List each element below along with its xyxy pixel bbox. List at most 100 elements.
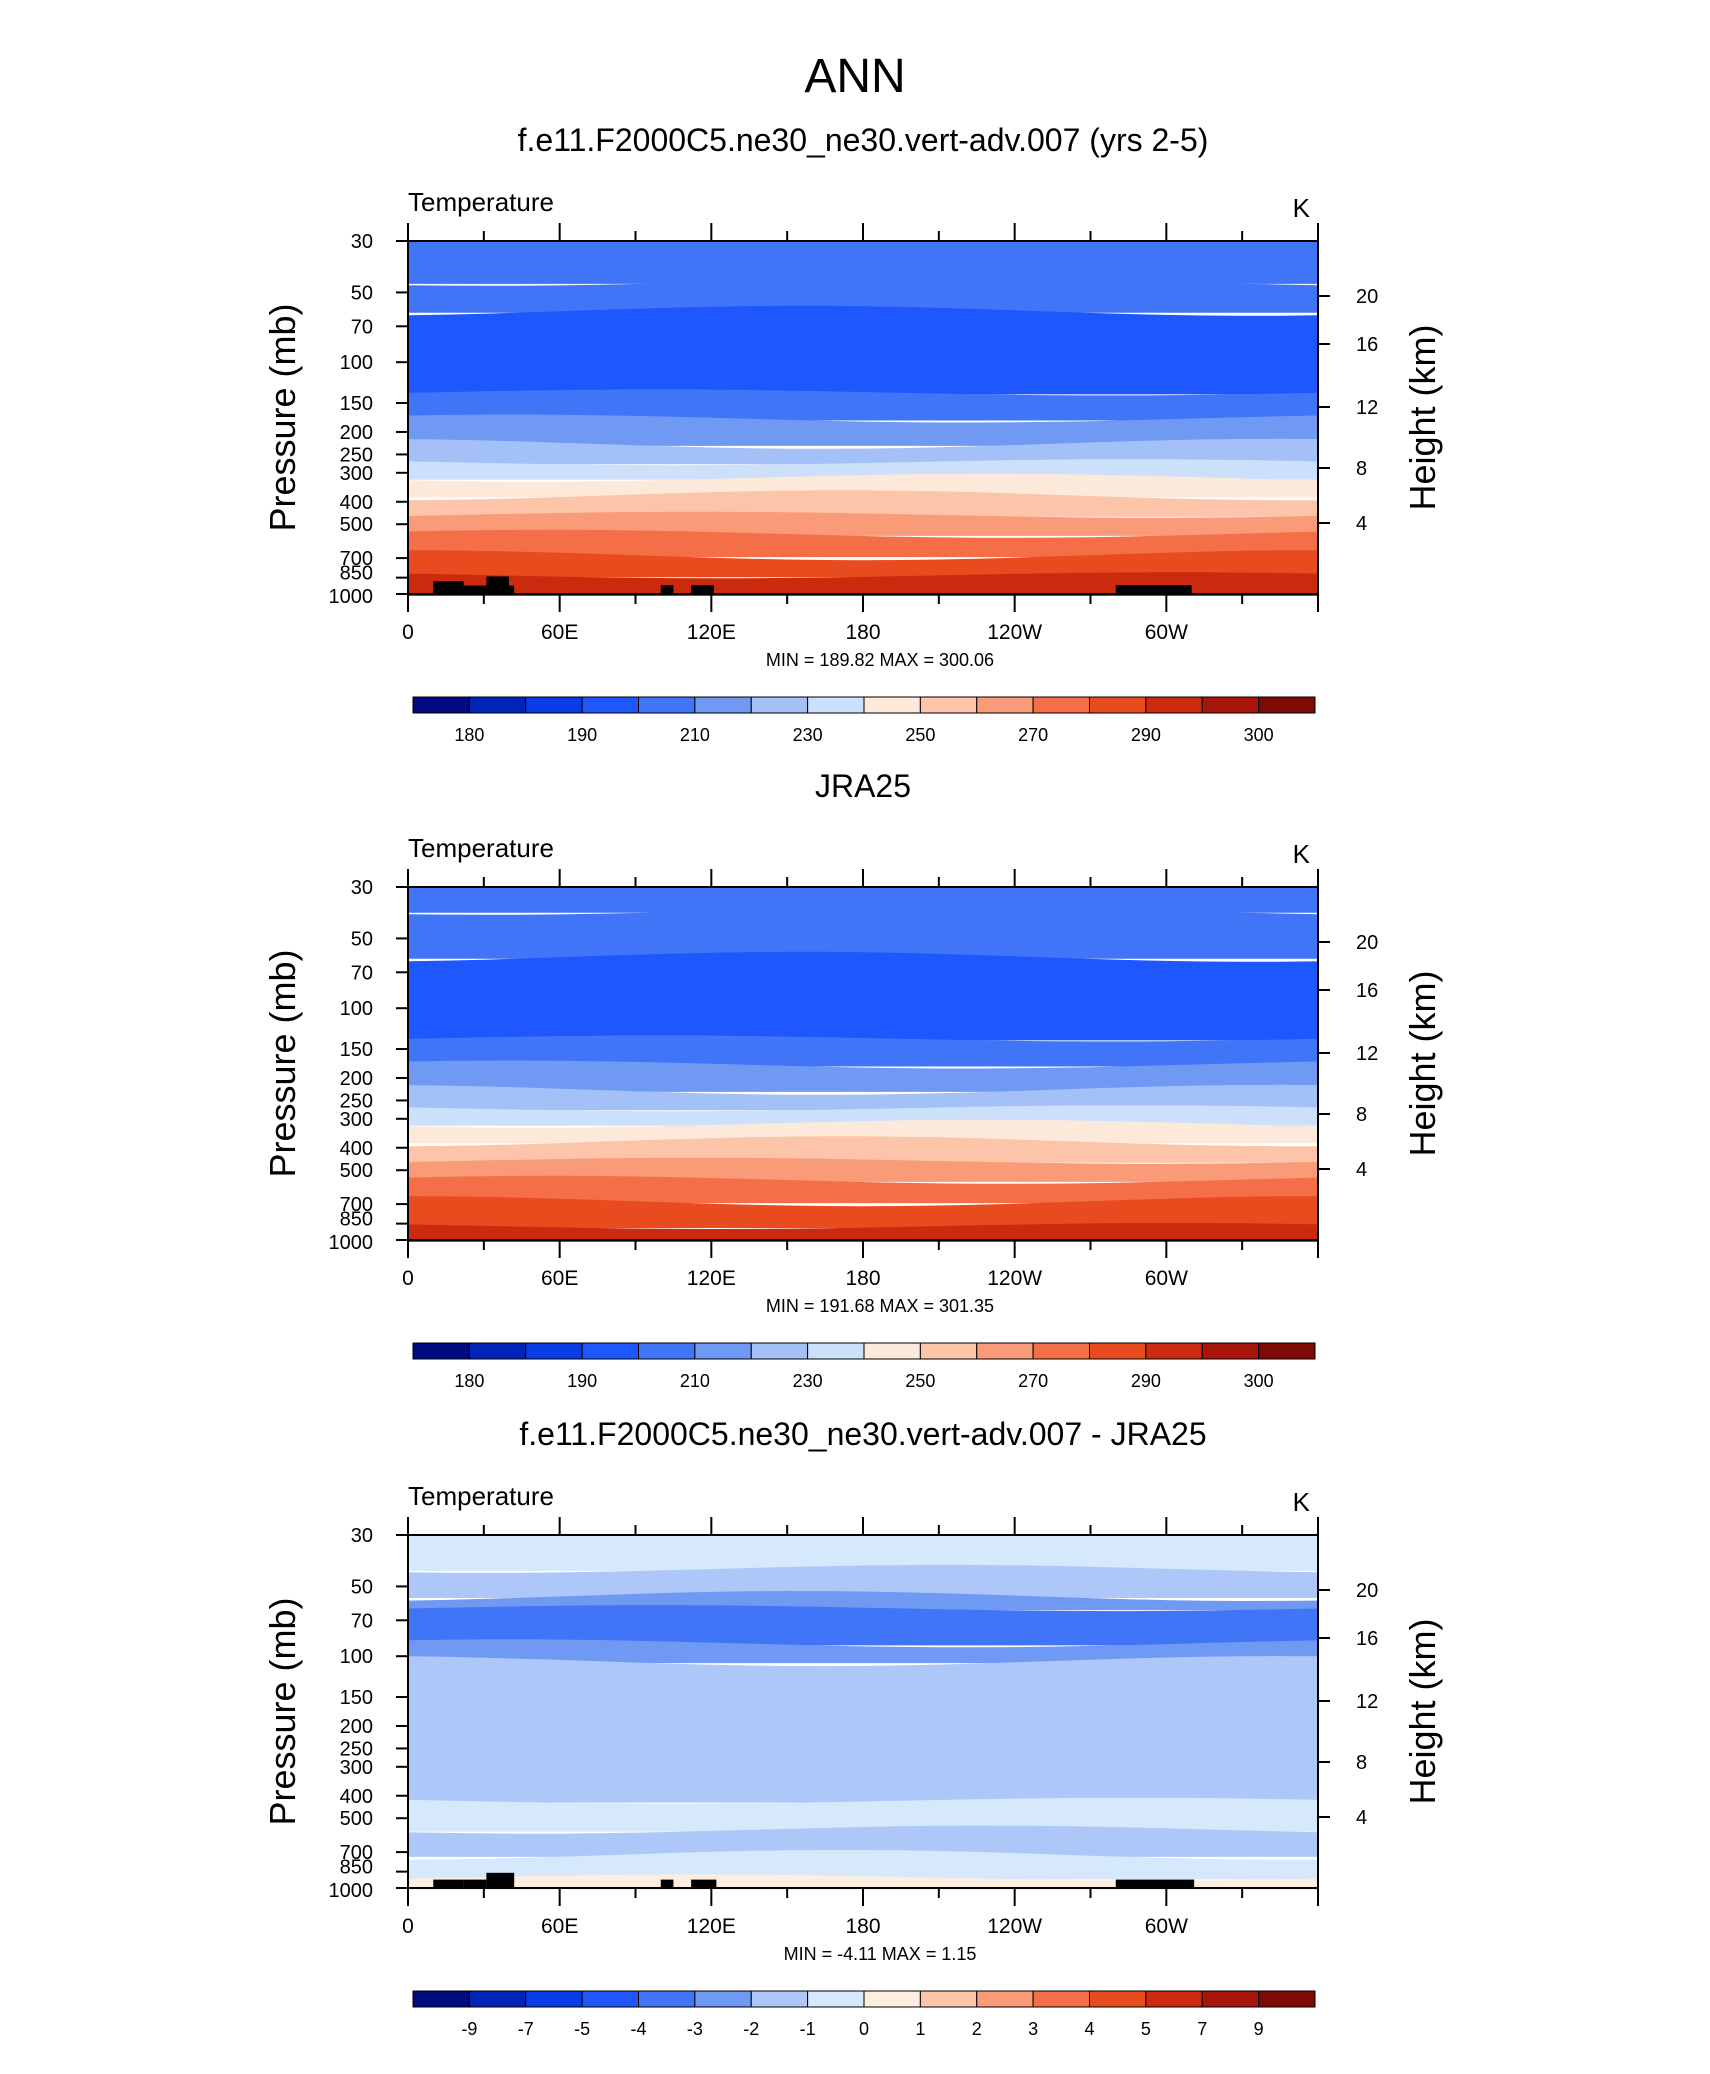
colorbar-swatch [807,696,865,714]
colorbar: -9 -7 -5 -4 -3 -2 -1 0 1 2 3 4 5 7 9 [412,1990,1316,2039]
panel-1: f.e11.F2000C5.ne30_ne30.vert-adv.007 (yr… [262,122,1443,745]
colorbar-swatch [412,1342,470,1360]
x-tick-label: 0 [402,621,414,644]
colorbar-label: 190 [567,725,597,745]
y-tick-label: 300 [340,1109,373,1131]
y-right-tick-label: 16 [1356,1628,1378,1650]
y-tick-label: 200 [340,1716,373,1738]
y-right-tick-label: 12 [1356,1043,1378,1065]
y-right-axis-title: Height (km) [1402,970,1443,1156]
contour-band [408,1535,1318,1571]
colorbar-swatch [468,1990,527,2008]
x-tick-label: 60E [541,621,578,644]
y-tick-label: 100 [340,998,373,1020]
colorbar-label: -7 [518,2019,534,2039]
y-tick-label: 150 [340,1687,373,1709]
x-tick-label: 0 [402,1267,414,1290]
y-tick-label: 850 [340,563,373,585]
y-tick-label: 1000 [329,586,374,608]
colorbar-swatch [694,1990,752,2008]
colorbar-label: 250 [905,725,935,745]
colorbar-label: 210 [680,725,710,745]
contour-band [408,951,1318,1041]
colorbar-label: 230 [793,725,823,745]
colorbar-label: 2 [972,2019,982,2039]
y-tick-label: 300 [340,1757,373,1779]
contour-band [408,1175,1318,1204]
terrain-mask [486,1872,515,1888]
y-tick-label: 70 [351,962,373,984]
colorbar-swatch [919,1990,978,2008]
colorbar-swatch [919,1342,978,1360]
contour-band [408,305,1318,395]
colorbar-swatch [581,1342,639,1360]
contour-band [408,241,1318,284]
contour-band [408,277,1318,313]
colorbar-swatch [1089,696,1147,714]
contour-band [408,906,1318,959]
terrain-mask [1115,1879,1195,1888]
y-tick-label: 50 [351,282,373,304]
colorbar-swatch [638,1990,696,2008]
contour-band [408,1797,1318,1832]
contour-band [408,1605,1318,1646]
colorbar-swatch [1258,1342,1316,1360]
x-tick-label: 180 [845,1915,880,1938]
terrain-mask [486,576,510,594]
colorbar-swatch [976,1990,1034,2008]
min-max-stats: MIN = 189.82 MAX = 300.06 [766,650,994,670]
colorbar-label: 190 [567,1371,597,1391]
terrain-mask [691,585,714,594]
colorbar-swatch [1258,1990,1316,2008]
colorbar-swatch [525,1990,583,2008]
y-tick-label: 30 [351,231,373,253]
colorbar-label: 1 [915,2019,925,2039]
colorbar-label: 180 [454,1371,484,1391]
units-label: K [1293,1487,1311,1517]
contour-band [408,459,1318,480]
x-tick-label: 60E [541,1267,578,1290]
colorbar-swatch [750,696,809,714]
panel-2: JRA25 Temperature K 0 60E 120E 180 120W 60W 30 50 7… [262,768,1443,1391]
terrain-mask [463,1879,487,1888]
y-tick-label: 200 [340,422,373,444]
y-right-tick-label: 20 [1356,1580,1378,1602]
contour-band [408,511,1318,536]
contour-band [408,1196,1318,1228]
x-tick-label: 120W [987,1915,1042,1938]
colorbar-label: 4 [1084,2019,1094,2039]
colorbar-label: 250 [905,1371,935,1391]
y-right-tick-label: 8 [1356,458,1367,480]
contour-band [408,1060,1318,1092]
colorbar-label: 290 [1131,725,1161,745]
y-tick-label: 200 [340,1068,373,1090]
x-tick-label: 180 [845,1267,880,1290]
page-title: ANN [804,50,905,103]
y-tick-label: 50 [351,1576,373,1598]
y-tick-label: 400 [340,1786,373,1808]
colorbar-label: 210 [680,1371,710,1391]
colorbar-swatch [1201,696,1260,714]
y-right-axis-title: Height (km) [1402,324,1443,510]
terrain-mask [433,581,464,594]
colorbar-swatch [863,696,921,714]
x-tick-label: 60W [1145,1267,1188,1290]
x-tick-label: 60W [1145,1915,1188,1938]
colorbar-swatch [638,696,696,714]
colorbar-swatch [694,696,752,714]
colorbar-label: 180 [454,725,484,745]
colorbar-swatch [750,1342,809,1360]
colorbar-swatch [1032,1990,1090,2008]
contour-band [408,438,1318,465]
colorbar-swatch [807,1342,865,1360]
y-tick-label: 500 [340,514,373,536]
contour-band [408,1084,1318,1111]
y-right-tick-label: 20 [1356,286,1378,308]
y-tick-label: 1000 [329,1232,374,1254]
colorbar-swatch [581,1990,639,2008]
colorbar-label: -1 [800,2019,816,2039]
y-right-tick-label: 20 [1356,932,1378,954]
x-tick-label: 120W [987,621,1042,644]
colorbar-swatch [1258,696,1316,714]
